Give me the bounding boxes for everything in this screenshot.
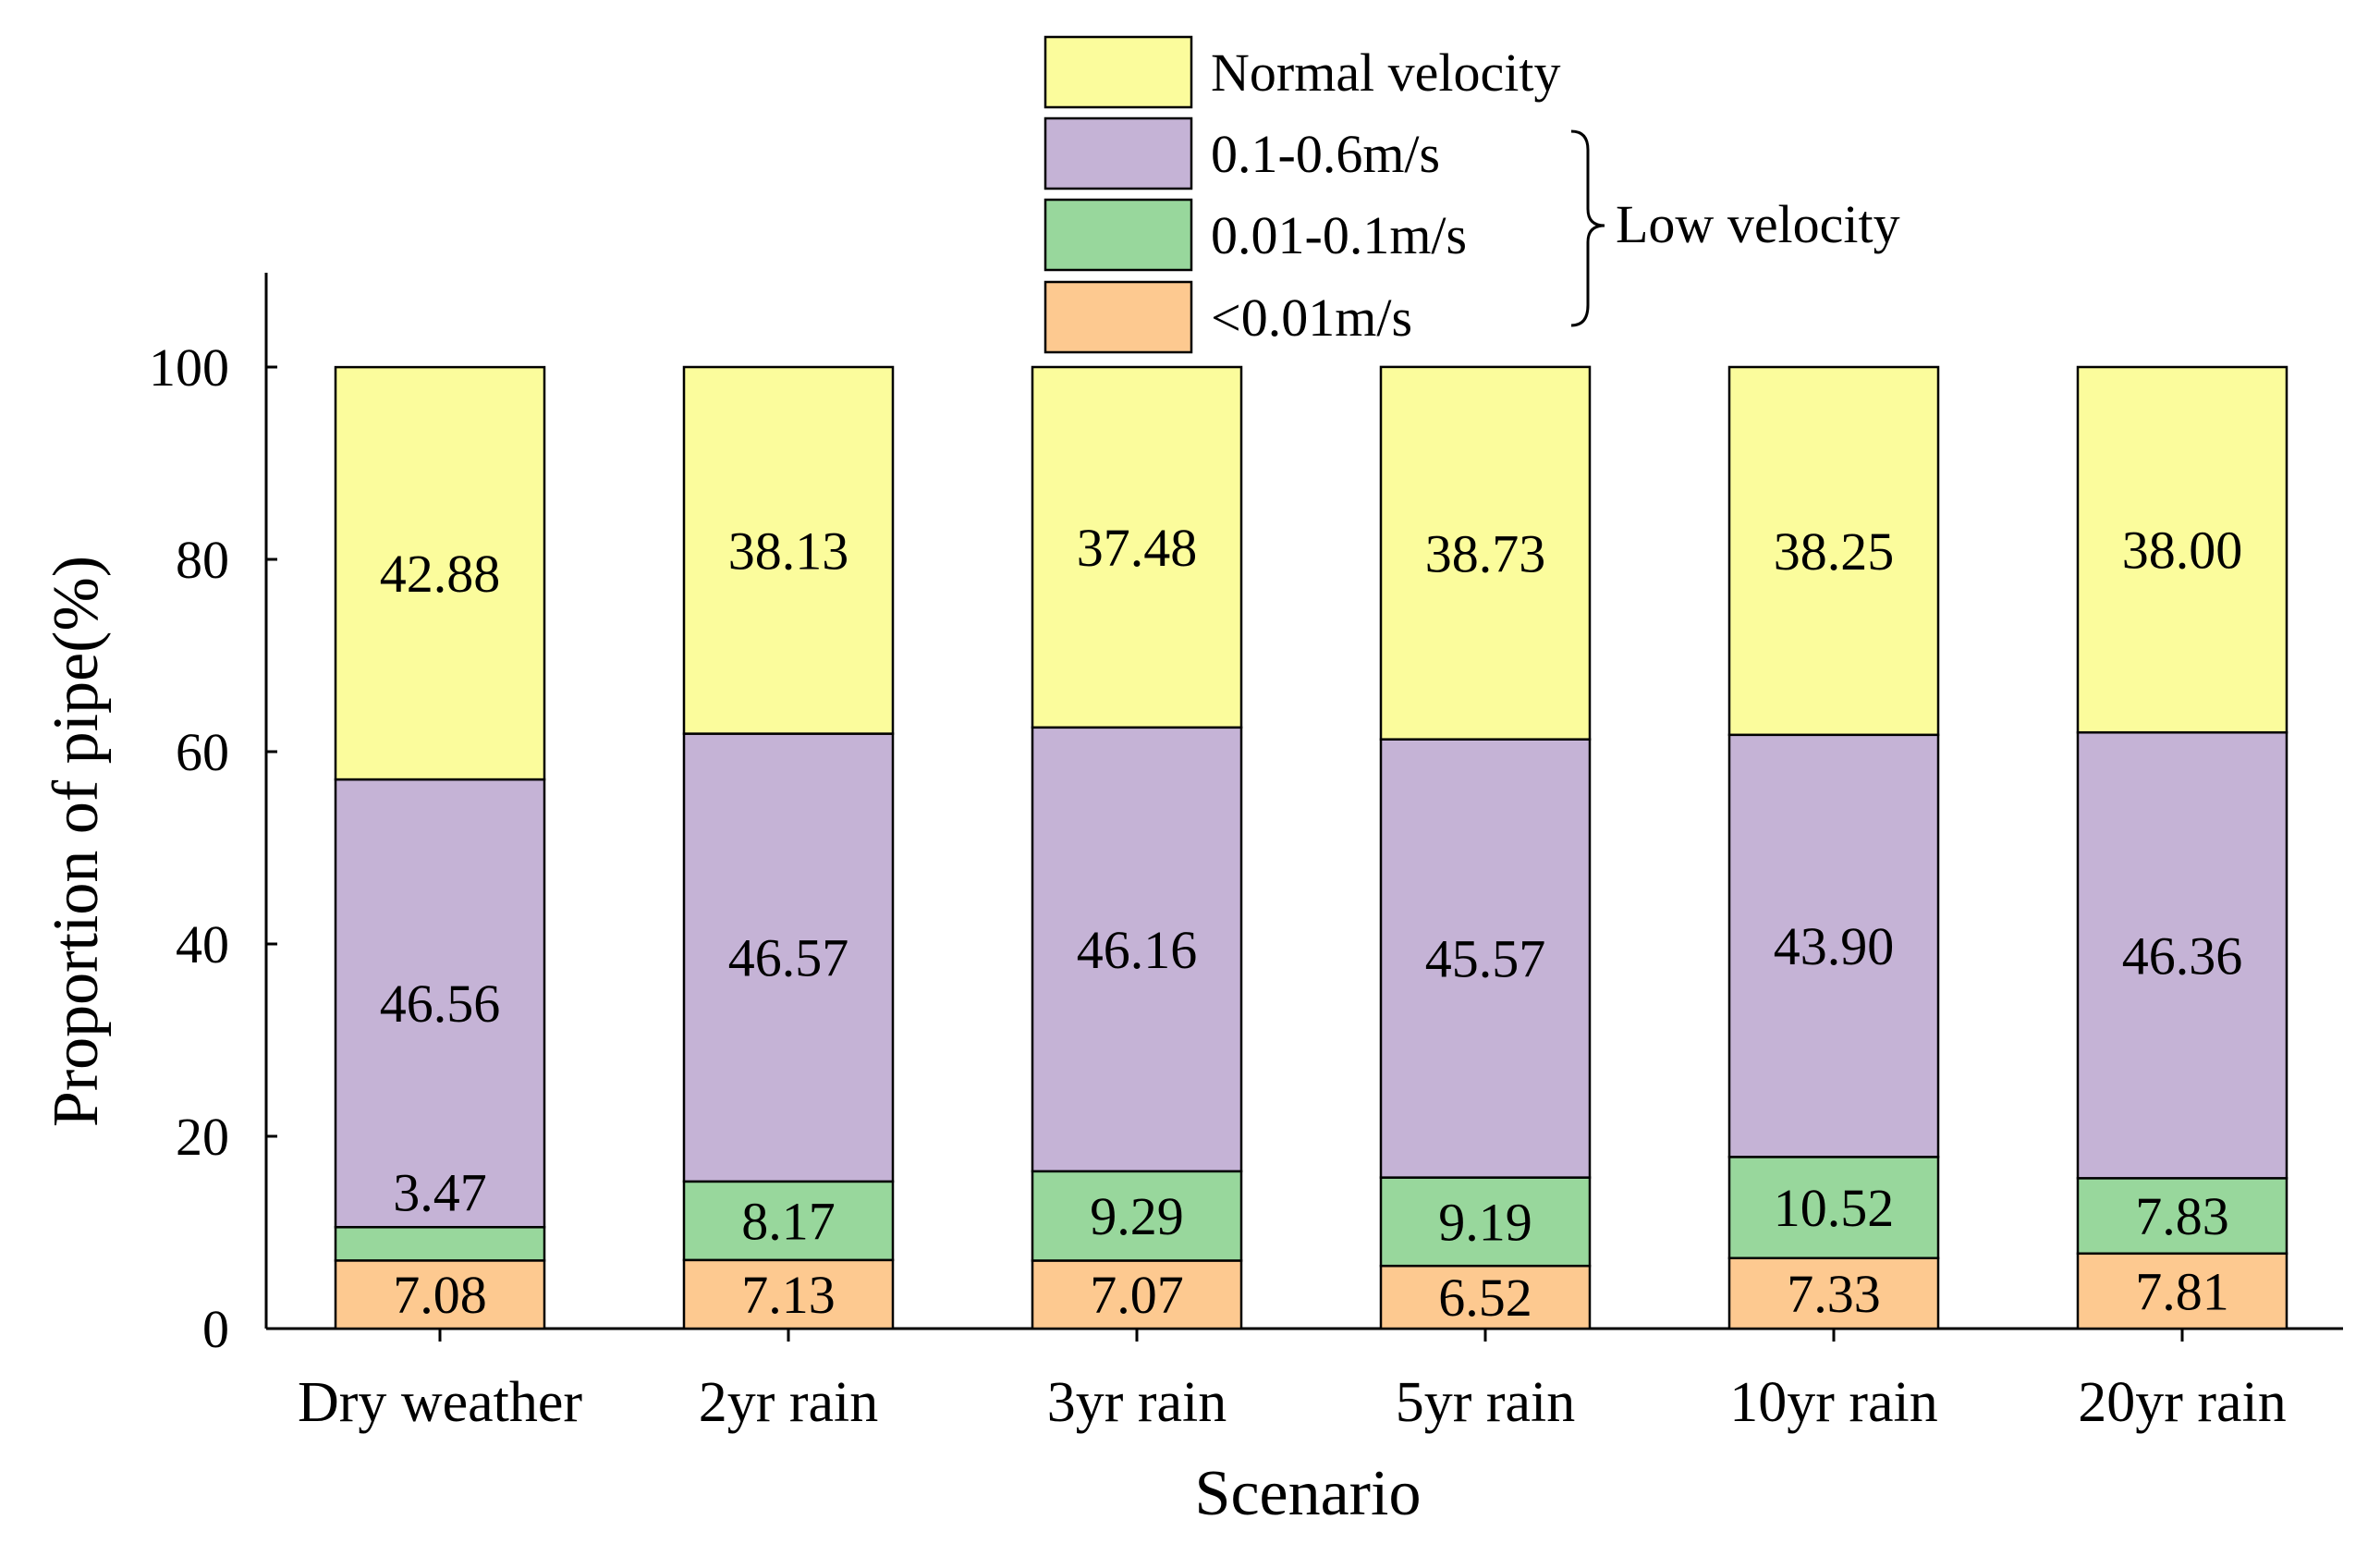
legend-group-brace: [1570, 129, 1605, 327]
bar-segment: [1031, 365, 1243, 729]
legend-label: 0.01-0.1m/s: [1211, 205, 1467, 265]
bar-data-label: 37.48: [1077, 518, 1198, 578]
x-tick-label: Dry weather: [298, 1371, 582, 1434]
bar-stack: 7.81 7.83 46.36 38.00: [2076, 365, 2288, 1330]
x-tick-label: 10yr rain: [1729, 1371, 1938, 1434]
bar-data-label: 7.83: [2135, 1186, 2229, 1246]
bar-segment: [334, 365, 546, 781]
bar-stack: 7.33 10.52 43.90 38.25: [1727, 365, 1940, 1330]
y-ticks: 0 20 40 60 80 100: [149, 337, 277, 1359]
bar-data-label: 10.52: [1774, 1178, 1895, 1238]
y-tick-label: 60: [176, 722, 229, 782]
bar-segment: [334, 1226, 546, 1262]
legend-swatch: [1044, 35, 1193, 109]
y-tick-label: 40: [176, 914, 229, 974]
bar-segment: [334, 1259, 546, 1330]
bar-data-label: 7.07: [1090, 1265, 1184, 1325]
legend-group-label: Low velocity: [1616, 194, 1900, 254]
bar-segment: [2076, 730, 2288, 1180]
axes: [264, 273, 2343, 1330]
bar-data-label: 38.00: [2122, 521, 2243, 581]
bar-segment: [1727, 365, 1940, 737]
bar-segment: [1379, 1176, 1592, 1268]
bar-stack: 7.08 3.47 46.56 42.88: [334, 365, 546, 1330]
bars: 7.08 3.47 46.56 42.88 7.13 8.17 46.57 38.13 7.07…: [334, 365, 2288, 1330]
bar-data-label: 46.56: [380, 974, 501, 1034]
legend-item: 0.01-0.1m/s: [1044, 198, 1467, 272]
y-tick-label: 20: [176, 1107, 229, 1167]
y-tick-label: 0: [202, 1299, 229, 1359]
legend-swatch: [1044, 198, 1193, 272]
y-tick-label: 80: [176, 530, 229, 590]
legend-label: Normal velocity: [1211, 43, 1561, 103]
bar-data-label: 42.88: [380, 544, 501, 604]
legend-label: <0.01m/s: [1211, 288, 1412, 348]
x-tick-label: 2yr rain: [699, 1371, 879, 1434]
legend-swatch: [1044, 280, 1193, 354]
bar-data-label: 9.29: [1090, 1186, 1184, 1246]
bar-data-label: 38.73: [1425, 523, 1546, 583]
legend-item: <0.01m/s: [1044, 280, 1412, 354]
bar-data-label: 7.08: [393, 1265, 487, 1325]
x-axis-title: Scenario: [1195, 1458, 1422, 1529]
bar-data-label: 9.19: [1438, 1192, 1532, 1252]
bar-data-label: 38.13: [728, 521, 849, 581]
legend-item: Normal velocity: [1044, 35, 1561, 109]
bar-segment: [1031, 1259, 1243, 1330]
bar-data-label: 7.81: [2135, 1261, 2229, 1321]
x-tick-label: 5yr rain: [1396, 1371, 1576, 1434]
bar-segment: [682, 1180, 895, 1262]
x-tick-label: 20yr rain: [2078, 1371, 2287, 1434]
bar-data-label: 46.36: [2122, 925, 2243, 986]
bar-data-label: 38.25: [1774, 521, 1895, 582]
bar-segment: [2076, 1177, 2288, 1256]
y-tick-label: 100: [149, 337, 229, 398]
bar-segment: [334, 778, 546, 1229]
bar-segment: [2076, 365, 2288, 734]
bar-segment: [1031, 726, 1243, 1173]
bar-data-label: 45.57: [1425, 929, 1546, 989]
bar-stack: 7.13 8.17 46.57 38.13: [682, 365, 895, 1330]
bar-stack: 6.52 9.19 45.57 38.73: [1379, 365, 1592, 1330]
bar-data-label: 43.90: [1774, 916, 1895, 976]
bar-data-label: 46.16: [1077, 920, 1198, 980]
legend: Normal velocity 0.1-0.6m/s 0.01-0.1m/s <0.0…: [1044, 35, 1900, 354]
x-tick-label: 3yr rain: [1047, 1371, 1227, 1434]
bar-segment: [682, 365, 895, 735]
bar-data-label: 6.52: [1438, 1268, 1532, 1328]
bar-data-label: 7.33: [1787, 1264, 1881, 1324]
bar-segment: [1727, 733, 1940, 1158]
bar-segment: [1727, 1156, 1940, 1260]
bar-data-label: 7.13: [741, 1265, 836, 1325]
bar-stack: 7.07 9.29 46.16 37.48: [1031, 365, 1243, 1330]
y-axis-title: Proportion of pipe(%): [41, 556, 112, 1127]
legend-label: 0.1-0.6m/s: [1211, 124, 1440, 184]
legend-swatch: [1044, 116, 1193, 190]
bar-segment: [1031, 1170, 1243, 1262]
bar-data-label: 8.17: [741, 1191, 836, 1251]
bar-segment: [682, 732, 895, 1183]
bar-data-label: 3.47: [393, 1162, 487, 1222]
legend-item: 0.1-0.6m/s: [1044, 116, 1440, 190]
bar-data-label: 46.57: [728, 928, 849, 988]
bar-segment: [1379, 365, 1592, 741]
x-tick-labels: Dry weather 2yr rain 3yr rain 5yr rain 10yr …: [298, 1329, 2287, 1434]
bar-segment: [2076, 1252, 2288, 1330]
